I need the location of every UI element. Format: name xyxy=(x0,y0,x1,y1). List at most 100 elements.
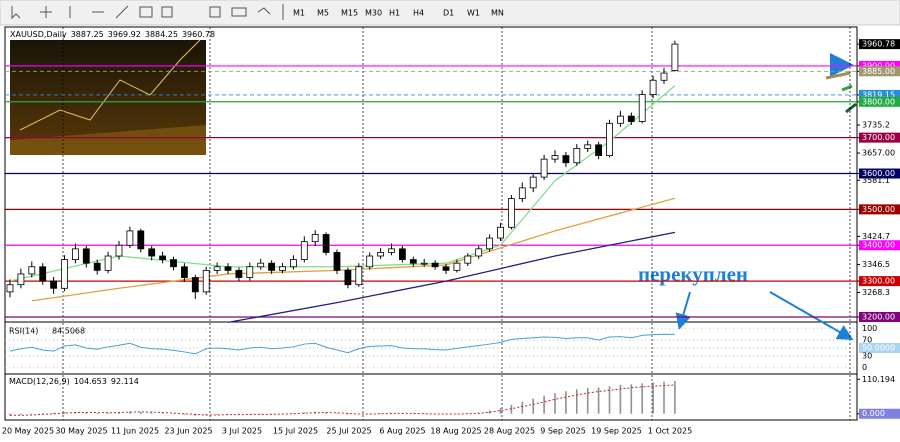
candle-body xyxy=(507,198,515,228)
timeframe-button[interactable]: M5 xyxy=(317,9,329,18)
macd-bar xyxy=(630,384,633,414)
candle-body xyxy=(82,248,90,264)
symbol: XAUUSD,Daily xyxy=(10,30,67,39)
y-tick-label: 3885.00 xyxy=(862,67,895,76)
macd-bar xyxy=(129,411,131,414)
y-tick-label: 3800.00 xyxy=(862,97,895,106)
timeframe-button[interactable]: H4 xyxy=(413,9,424,18)
x-tick-label: 3 Jul 2025 xyxy=(222,427,262,436)
macd-bar xyxy=(467,413,469,414)
macd-bar xyxy=(565,391,567,414)
y-tick-label: 3600.00 xyxy=(862,169,895,178)
candle-body xyxy=(595,144,602,156)
macd-tick-label: 110.194 xyxy=(862,375,895,384)
candle-body xyxy=(518,187,526,200)
macd-bar xyxy=(379,413,382,414)
macd-bar xyxy=(52,412,55,414)
candle-body xyxy=(148,248,156,257)
candle-body xyxy=(170,259,177,268)
macd-bar xyxy=(216,413,218,415)
macd-bar xyxy=(347,413,349,415)
macd-bar xyxy=(140,411,142,414)
price-box xyxy=(859,96,900,107)
macd-bar xyxy=(227,413,229,415)
candle-body xyxy=(224,266,232,271)
x-tick-label: 11 Jun 2025 xyxy=(111,427,159,436)
price-box xyxy=(859,276,900,287)
candle-body xyxy=(61,259,68,289)
candle-body xyxy=(344,269,352,286)
tool-icons xyxy=(11,4,284,20)
macd-label-part: MACD(12,26,9) xyxy=(9,377,70,386)
timeframe-button[interactable]: MN xyxy=(491,9,504,18)
macd-bar xyxy=(663,381,665,414)
y-tick-label: 3900.00 xyxy=(862,61,895,70)
y-tick-label: 3268.3 xyxy=(862,288,890,297)
macd-bar xyxy=(183,413,186,415)
price-box xyxy=(859,168,900,179)
macd-bar xyxy=(368,413,371,415)
candle-body xyxy=(529,176,537,189)
candle-body xyxy=(257,262,265,268)
annotation-arrow xyxy=(675,291,692,330)
macd-bar xyxy=(499,408,502,414)
rsi-tick-label: 50.0000 xyxy=(862,344,895,353)
timeframe-button[interactable]: W1 xyxy=(467,9,480,18)
macd-bar xyxy=(107,412,109,414)
timeframe-button[interactable]: M15 xyxy=(341,9,358,18)
x-tick-label: 19 Sep 2025 xyxy=(591,427,642,436)
y-tick-label: 3581.1 xyxy=(862,176,890,185)
macd-bar xyxy=(325,412,327,414)
y-tick-label: 3424.7 xyxy=(862,232,890,241)
rsi-line xyxy=(9,333,675,355)
timeframe-button[interactable]: H1 xyxy=(389,9,400,18)
candle-body xyxy=(627,115,635,122)
macd-bar xyxy=(259,413,262,415)
timeframe-button[interactable]: M30 xyxy=(365,9,382,18)
macd-bar xyxy=(303,412,306,414)
header-close: 3960.78 xyxy=(182,30,215,39)
candle-body xyxy=(268,262,276,271)
candle-body xyxy=(366,255,374,268)
macd-bar xyxy=(674,380,676,414)
moving-average xyxy=(9,85,676,282)
y-tick-label: 3200.00 xyxy=(862,312,895,321)
x-tick-label: 6 Aug 2025 xyxy=(379,427,425,436)
header-low: 3884.25 xyxy=(145,30,178,39)
candle-body xyxy=(28,266,36,275)
timeframe-button[interactable]: M1 xyxy=(293,9,305,18)
candle-body xyxy=(540,158,548,178)
macd-bar xyxy=(510,404,513,414)
y-tick-label: 3400.00 xyxy=(862,241,895,250)
x-tick-label: 20 May 2025 xyxy=(2,427,54,436)
annotation-arrow xyxy=(769,291,854,340)
candle-body xyxy=(660,72,668,81)
timeframe-button[interactable]: D1 xyxy=(443,9,454,18)
macd-bar xyxy=(249,413,251,415)
candle-body xyxy=(93,262,101,271)
candle-body xyxy=(584,144,592,149)
price-box xyxy=(859,240,900,251)
macd-bar xyxy=(554,393,556,414)
macd-bar xyxy=(456,413,458,415)
macd-bar xyxy=(597,387,600,414)
price-box xyxy=(859,311,900,322)
macd-box xyxy=(859,408,900,419)
macd-bar xyxy=(85,412,88,414)
candle-body xyxy=(213,266,221,271)
candle-body xyxy=(617,115,624,124)
y-tick-label: 3500.00 xyxy=(862,205,895,214)
x-tick-label: 18 Aug 2025 xyxy=(430,427,481,436)
price-box xyxy=(859,89,900,100)
price-box xyxy=(859,60,900,71)
macd-bar xyxy=(543,395,545,414)
macd-bar xyxy=(608,386,611,414)
y-tick-label: 3735.2 xyxy=(862,121,890,130)
macd-bar xyxy=(20,413,22,415)
macd-bar xyxy=(336,413,338,414)
candle-body xyxy=(486,237,494,250)
macd-bar xyxy=(63,412,66,414)
candle-body xyxy=(475,248,483,257)
candle-body xyxy=(300,241,308,260)
candle-body xyxy=(72,248,79,260)
